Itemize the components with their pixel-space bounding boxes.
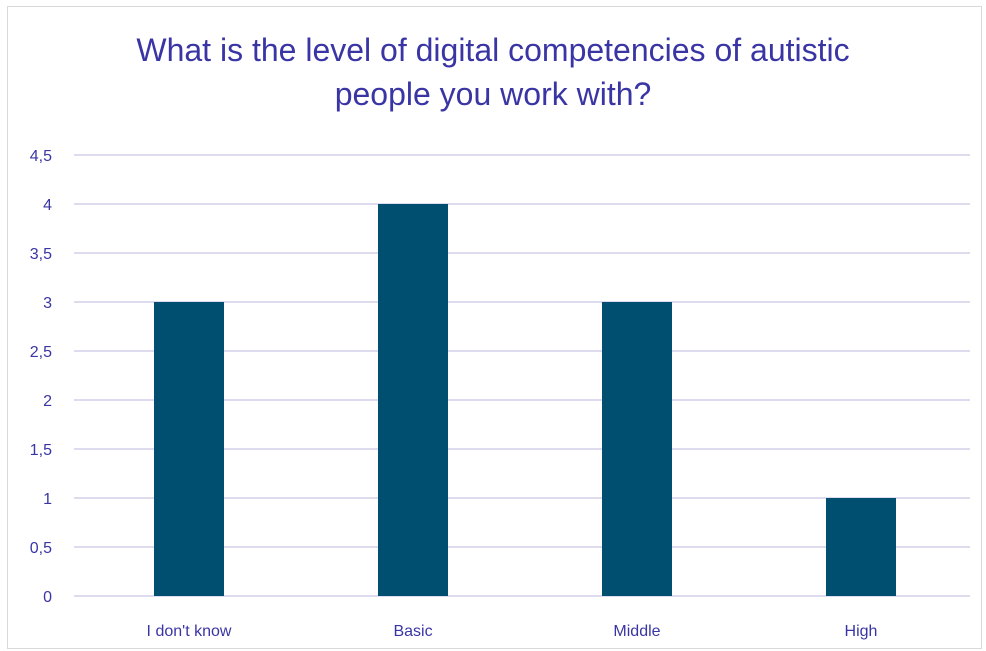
y-tick-label: 3,5	[30, 246, 52, 263]
x-tick-label: I don't know	[147, 623, 232, 640]
y-tick-label: 1,5	[30, 442, 52, 459]
x-axis: I don't know Basic Middle High	[147, 623, 878, 640]
x-tick-label: Basic	[393, 623, 432, 640]
y-tick-label: 4	[43, 197, 52, 214]
y-tick-label: 0	[43, 589, 52, 606]
y-tick-label: 2	[43, 393, 52, 410]
chart-title: What is the level of digital competencie…	[136, 32, 850, 112]
y-tick-label: 3	[43, 295, 52, 312]
y-axis: 0 0,5 1 1,5 2 2,5 3 3,5 4 4,5	[30, 148, 52, 606]
x-tick-label: Middle	[613, 623, 660, 640]
y-tick-label: 2,5	[30, 344, 52, 361]
bar	[602, 302, 672, 596]
x-tick-label: High	[845, 623, 878, 640]
y-tick-label: 4,5	[30, 148, 52, 165]
bars	[154, 204, 896, 596]
bar	[826, 498, 896, 596]
bar	[378, 204, 448, 596]
y-tick-label: 0,5	[30, 540, 52, 557]
y-tick-label: 1	[43, 491, 52, 508]
bar	[154, 302, 224, 596]
